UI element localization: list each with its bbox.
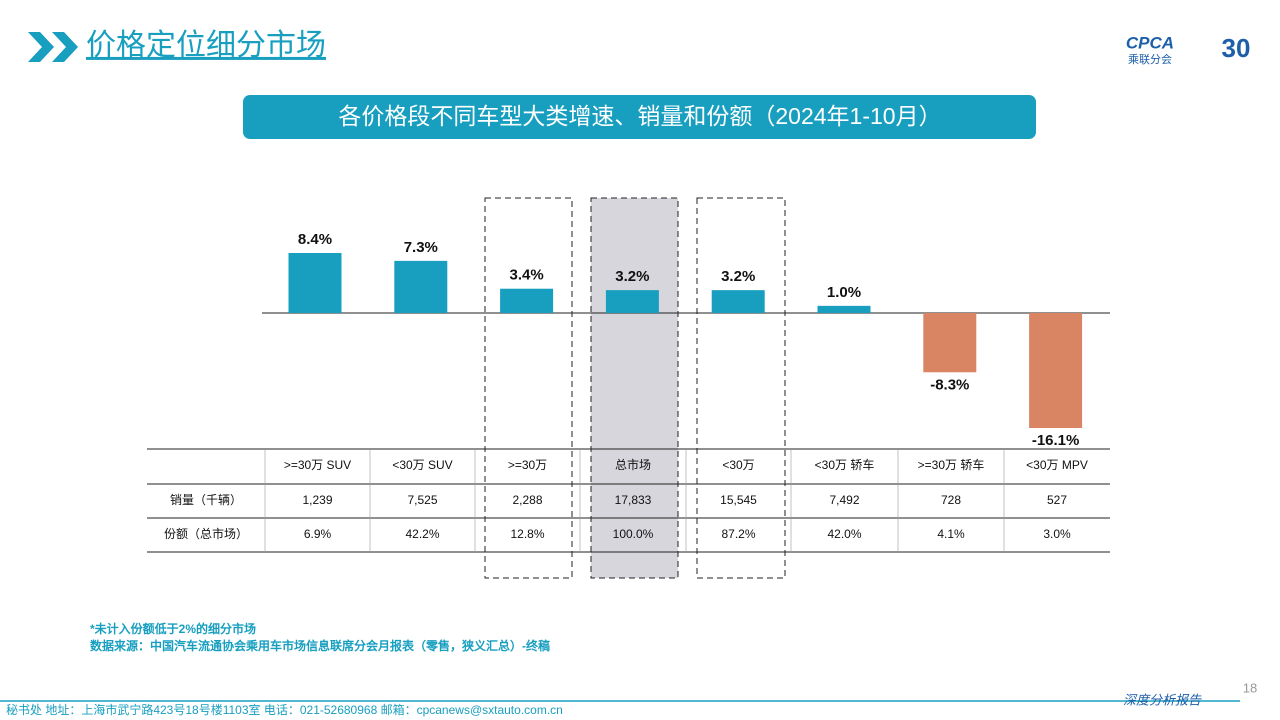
data-label: -8.3%: [930, 376, 969, 393]
footer-address: 秘书处 地址：上海市武宁路423号18号楼1103室 电话：021-526809…: [6, 702, 563, 717]
data-label: 1.0%: [827, 284, 861, 301]
data-label: 3.4%: [509, 267, 543, 284]
table-cell: 87.2%: [721, 527, 755, 541]
note: *未计入份额低于2%的细分市场: [90, 621, 256, 636]
column-header: >=30万: [508, 458, 547, 472]
bar: [923, 313, 977, 373]
header-icon: [28, 32, 78, 62]
data-label: 8.4%: [298, 231, 332, 248]
row-label: 份额（总市场）: [164, 526, 248, 541]
dashed-box: [696, 197, 786, 579]
bar: [817, 305, 871, 313]
logo-sub: 乘联分会: [1128, 53, 1172, 66]
column-header: <30万 SUV: [392, 458, 452, 472]
table-cell: 100.0%: [613, 527, 654, 541]
chart-title-box: [243, 95, 1036, 139]
table-cell: 728: [941, 493, 961, 507]
row-label: 销量（千辆）: [170, 493, 242, 507]
header-title: 价格定位细分市场: [86, 29, 326, 62]
bar: [605, 290, 659, 313]
highlight-box: [590, 197, 679, 579]
column-header: <30万 MPV: [1026, 458, 1088, 472]
dashed-box: [484, 197, 573, 579]
table-cell: 17,833: [615, 493, 652, 507]
footer-tag: 深度分析报告: [1123, 692, 1202, 707]
column-header: >=30万 SUV: [284, 458, 351, 472]
column-header: >=30万 轿车: [918, 457, 985, 472]
table-cell: 6.9%: [304, 527, 332, 541]
data-label: 3.2%: [721, 268, 755, 285]
data-label: -16.1%: [1032, 432, 1080, 449]
table-cell: 7,492: [829, 493, 859, 507]
bar: [500, 288, 554, 313]
table-cell: 42.0%: [827, 527, 861, 541]
bar: [1029, 313, 1083, 428]
page-number: 18: [1243, 680, 1257, 695]
table-cell: 3.0%: [1043, 527, 1071, 541]
chart-title: 各价格段不同车型大类增速、销量和份额（2024年1-10月）: [338, 103, 941, 129]
table-cell: 12.8%: [510, 527, 544, 541]
table-cell: 2,288: [512, 493, 542, 507]
note: 数据来源：中国汽车流通协会乘用车市场信息联席分会月报表（零售，狭义汇总）-终稿: [90, 638, 550, 653]
column-header: <30万 轿车: [815, 457, 875, 472]
column-header: 总市场: [615, 457, 651, 472]
table-cell: 7,525: [407, 493, 437, 507]
bar: [394, 260, 448, 313]
data-label: 7.3%: [404, 239, 438, 256]
bar: [711, 290, 765, 313]
table-cell: 15,545: [720, 493, 757, 507]
table-cell: 42.2%: [405, 527, 439, 541]
table-cell: 527: [1047, 493, 1067, 507]
logo: CPCA: [1126, 33, 1174, 52]
column-header: <30万: [722, 458, 754, 472]
anniversary: 30: [1222, 33, 1251, 63]
bar: [288, 253, 342, 313]
table-cell: 4.1%: [937, 527, 965, 541]
data-label: 3.2%: [615, 268, 649, 285]
table-cell: 1,239: [302, 493, 332, 507]
